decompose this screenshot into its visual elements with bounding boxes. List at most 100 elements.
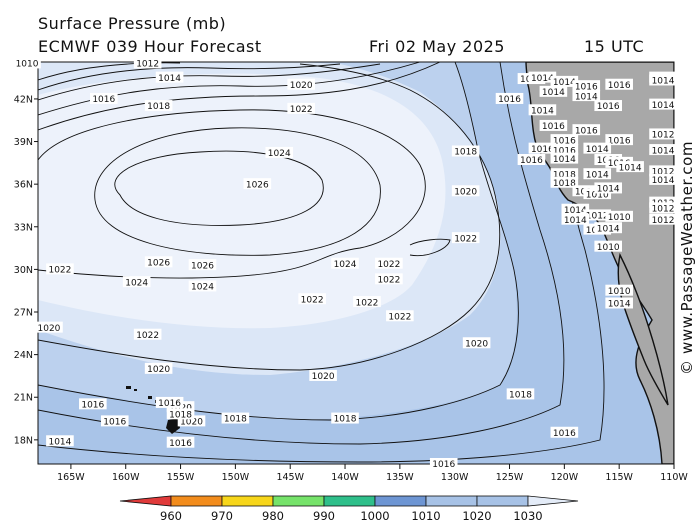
isobar-label: 1016	[608, 136, 631, 146]
isobar-label-box	[649, 74, 677, 86]
lat-tick-label: 36N	[14, 180, 33, 191]
colorbar-label: 960	[160, 509, 182, 523]
isobar-label: 1022	[301, 295, 324, 305]
colorbar-label: 1010	[411, 509, 440, 523]
isobar-label-box	[528, 71, 557, 83]
isobar-label-box	[550, 134, 579, 146]
isobar-label: 1016	[432, 460, 455, 470]
lat-tick-label: 27N	[14, 308, 33, 319]
lon-tick-label: 130W	[441, 472, 469, 483]
isobar-label: 1014	[597, 185, 620, 195]
isobar-label: 1012	[652, 168, 675, 178]
isobar-label: 1024	[191, 283, 214, 293]
isobar-label: 1012	[652, 216, 675, 226]
lat-ticks: 42N 39N 36N 33N 30N 27N 24N 21N 18N	[14, 94, 38, 446]
isobar-label-box	[243, 178, 272, 190]
isobar-label-box	[649, 165, 677, 177]
isobar-label: 1012	[652, 131, 675, 141]
colorbar-label: 1020	[462, 509, 491, 523]
lon-tick-label: 120W	[551, 472, 579, 483]
isobar-label-box	[550, 152, 579, 164]
lon-tick-label: 135W	[386, 472, 414, 483]
isobar-label: 1016	[608, 81, 631, 91]
isobar-label-box	[528, 104, 557, 116]
isobar-label: 1014	[652, 101, 675, 111]
colorbar-label: 970	[211, 509, 233, 523]
isobar-label: 1020	[180, 418, 203, 428]
lon-tick-label: 165W	[57, 472, 85, 483]
isobar-label: 1018	[224, 415, 247, 425]
isobar-label-box	[462, 337, 491, 349]
isobar-label: 1020	[465, 339, 488, 349]
isobar-label: 1016	[169, 439, 192, 449]
isobar-label: 1016	[575, 82, 598, 92]
isobar-label-box	[550, 144, 579, 156]
lat-tick-label: 18N	[14, 435, 33, 446]
isobar-label: 1014	[564, 216, 587, 226]
isobar-label-box	[386, 310, 414, 322]
colorbar-label: 1000	[360, 509, 389, 523]
isobar-label-box	[144, 362, 173, 374]
isobar-label-box	[605, 284, 633, 296]
forecast-model: ECMWF 039 Hour Forecast	[38, 37, 262, 56]
isobar-label: 1014	[542, 88, 565, 98]
isobar-label: 1012	[586, 212, 609, 222]
isobar-label-box	[265, 146, 294, 158]
isobar-label-box	[528, 142, 557, 154]
colorbar-label: 990	[313, 509, 335, 523]
lon-tick-label: 110W	[660, 472, 688, 483]
isobar-label-box	[649, 196, 677, 208]
lon-tick-label: 125W	[496, 472, 524, 483]
isobar-label-box	[133, 57, 162, 69]
lon-tick-label: 160W	[112, 472, 140, 483]
isobar-label-box	[594, 240, 623, 252]
colorbar-segment	[119, 495, 172, 507]
isobar-label: 1022	[377, 276, 400, 286]
isobar-label: 1014	[652, 77, 675, 87]
isobar-label-box	[451, 145, 480, 157]
isobar-label-box	[166, 408, 195, 420]
isobar-label-box	[353, 296, 381, 308]
isobar-label: 1010	[16, 60, 39, 70]
isobar-label-box	[583, 168, 612, 180]
isobar-label-box	[561, 203, 590, 215]
isobar-label: 1024	[268, 149, 291, 159]
isobar-label: 1024	[125, 278, 148, 288]
isobar-label: 1018	[334, 415, 357, 425]
lon-tick-label: 140W	[331, 472, 359, 483]
isobar-label: 1018	[147, 102, 170, 112]
isobar-label-box	[287, 78, 315, 90]
colorbar-segment	[170, 495, 223, 507]
isobar-label-box	[451, 185, 480, 197]
isobar-label-box	[331, 412, 359, 424]
isobar-label-box	[550, 168, 579, 180]
isobar-label-box	[594, 222, 623, 234]
isobar-label-box	[649, 128, 677, 140]
isobar-label-box	[561, 213, 590, 225]
isobar-label: 1016	[158, 399, 181, 409]
isobar-label: 1014	[48, 437, 71, 447]
isobar-label-box	[13, 57, 41, 69]
isobar-labels: 1010 101210141016101810201022102410261026…	[13, 57, 677, 470]
isobar-label-box	[605, 134, 633, 146]
isobar-label-box	[331, 257, 359, 269]
isobar-label: 1018	[509, 391, 532, 401]
isobar-label-box	[79, 398, 107, 410]
isobar-label: 1020	[147, 365, 170, 375]
isobar-label: 1014	[608, 300, 631, 310]
isobar-label: 1022	[136, 331, 159, 341]
isobar-label-box	[221, 412, 250, 424]
isobar-label: 1014	[531, 74, 554, 84]
isobar-label-box	[517, 154, 546, 166]
isobar-label-box	[572, 90, 601, 102]
lon-tick-label: 145W	[276, 472, 304, 483]
isobar-label: 1014	[597, 224, 620, 234]
isobar-label-box	[539, 85, 568, 97]
isobar-label: 1016	[531, 145, 554, 155]
isobar-label: 1016	[542, 122, 565, 132]
pressure-colorbar: 960 970 980 990 1000 1010 1020 1030	[119, 495, 579, 523]
isobar-label: 1016	[520, 156, 543, 166]
isobar-label: 1016	[553, 146, 576, 156]
isobar-label-box	[594, 100, 623, 112]
